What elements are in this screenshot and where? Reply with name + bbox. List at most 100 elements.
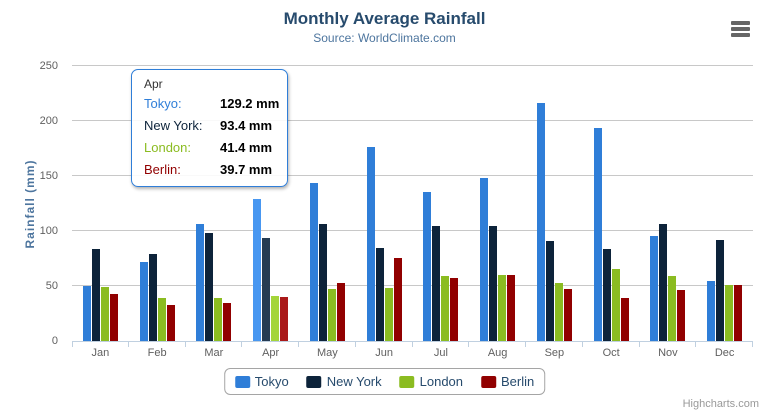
bar-tokyo-sep[interactable] [536, 103, 545, 341]
tooltip: Apr Tokyo: 129.2 mm New York: 93.4 mm London… [131, 69, 288, 187]
column-group-oct [583, 66, 640, 347]
bar-berlin-aug[interactable] [507, 274, 516, 341]
tooltip-series-value-berlin: 39.7 mm [220, 162, 273, 177]
y-axis-labels: 0 50 100 150 200 250 [20, 60, 58, 347]
column-group-sep [526, 66, 583, 347]
bar-berlin-dec[interactable] [734, 284, 743, 341]
bar-berlin-mar[interactable] [223, 303, 232, 341]
tooltip-series-value-new-york: 93.4 mm [220, 118, 273, 133]
bar-berlin-oct[interactable] [620, 298, 629, 341]
x-tick-label-aug: Aug [487, 347, 508, 359]
legend-item-berlin[interactable]: Berlin [481, 374, 534, 389]
bar-tokyo-jun[interactable] [366, 147, 375, 341]
x-tick-label-jul: Jul [433, 347, 448, 359]
bar-tokyo-mar[interactable] [196, 224, 205, 341]
column-group-may [299, 66, 356, 347]
bar-london-dec[interactable] [725, 284, 734, 341]
column-group-apr [242, 66, 299, 347]
y-tick-label: 150 [39, 170, 58, 182]
bar-tokyo-may[interactable] [309, 182, 318, 341]
bar-london-feb[interactable] [157, 298, 166, 341]
gridline [72, 285, 753, 286]
bar-berlin-sep[interactable] [563, 288, 572, 341]
bar-london-aug[interactable] [498, 275, 507, 341]
legend-item-tokyo[interactable]: Tokyo [234, 374, 289, 389]
gridline [72, 230, 753, 231]
legend-swatch-new-york [306, 375, 322, 388]
gridline [72, 65, 753, 66]
plot-area [72, 65, 753, 347]
bar-new-york-may[interactable] [318, 224, 327, 341]
legend-item-new-york[interactable]: New York [306, 374, 382, 389]
x-tick-label-may: May [316, 347, 338, 359]
chart-subtitle: Source: WorldClimate.com [313, 31, 456, 45]
bar-berlin-nov[interactable] [677, 289, 686, 341]
tooltip-series-label-new-york: New York: [144, 118, 203, 133]
bar-london-apr[interactable] [271, 295, 280, 341]
x-tick-label-apr: Apr [262, 347, 280, 359]
tooltip-rows: Tokyo: 129.2 mm New York: 93.4 mm London: 41.… [144, 96, 279, 177]
bar-london-jun[interactable] [384, 287, 393, 341]
legend-swatch-tokyo [234, 375, 250, 388]
column-group-feb [129, 66, 186, 347]
x-tick-label-dec: Dec [714, 347, 735, 359]
legend-label-new-york: New York [326, 374, 382, 389]
tooltip-series-label-tokyo: Tokyo: [144, 96, 182, 111]
legend-item-london[interactable]: London [399, 374, 463, 389]
bar-new-york-jun[interactable] [375, 248, 384, 341]
bar-new-york-nov[interactable] [659, 223, 668, 341]
bar-berlin-apr[interactable] [280, 297, 289, 341]
y-tick-label: 100 [39, 225, 58, 237]
bar-london-may[interactable] [327, 289, 336, 341]
bar-berlin-feb[interactable] [166, 304, 175, 341]
legend-swatch-berlin [481, 375, 497, 388]
y-tick-label: 0 [51, 335, 58, 347]
bar-tokyo-nov[interactable] [650, 235, 659, 341]
column-group-aug [469, 66, 526, 347]
bar-tokyo-dec[interactable] [707, 281, 716, 341]
column-group-jan [72, 66, 129, 347]
bar-new-york-jul[interactable] [432, 225, 441, 341]
bar-london-mar[interactable] [214, 297, 223, 341]
x-tick-label-feb: Feb [147, 347, 167, 359]
credits-link[interactable]: Highcharts.com [682, 398, 759, 410]
bar-london-oct[interactable] [611, 269, 620, 341]
bar-london-sep[interactable] [554, 283, 563, 341]
bar-tokyo-feb[interactable] [139, 262, 148, 341]
bar-london-jul[interactable] [441, 276, 450, 341]
gridline [72, 120, 753, 121]
bar-new-york-sep[interactable] [545, 240, 554, 341]
column-group-jun [356, 66, 413, 347]
bar-new-york-aug[interactable] [489, 226, 498, 341]
hamburger-bar [731, 21, 750, 25]
bar-tokyo-aug[interactable] [480, 177, 489, 341]
bar-london-jan[interactable] [100, 287, 109, 341]
bar-new-york-dec[interactable] [716, 239, 725, 341]
bar-tokyo-apr[interactable] [253, 198, 262, 341]
hamburger-bar [731, 27, 750, 31]
hamburger-menu-icon[interactable] [731, 21, 750, 37]
bar-berlin-may[interactable] [336, 283, 345, 341]
legend-swatch-london [399, 375, 415, 388]
bar-berlin-jan[interactable] [109, 294, 118, 341]
legend: Tokyo New York London Berlin [223, 368, 546, 395]
bar-berlin-jun[interactable] [393, 258, 402, 341]
x-tick-label-oct: Oct [602, 347, 620, 359]
tooltip-series-value-london: 41.4 mm [220, 140, 273, 155]
bar-new-york-jan[interactable] [91, 249, 100, 341]
x-axis-labels: Jan Feb Mar Apr May Jun Jul Aug Sep Oct Nov Dec [72, 347, 753, 359]
bar-tokyo-jul[interactable] [423, 191, 432, 341]
bar-tokyo-oct[interactable] [593, 127, 602, 341]
bar-new-york-oct[interactable] [602, 249, 611, 341]
bar-berlin-jul[interactable] [450, 277, 459, 341]
legend-label-tokyo: Tokyo [254, 374, 289, 389]
bar-tokyo-jan[interactable] [82, 286, 91, 341]
column-group-mar [186, 66, 243, 347]
bar-new-york-feb[interactable] [148, 254, 157, 341]
bar-london-nov[interactable] [668, 275, 677, 341]
tooltip-header: Apr [144, 77, 163, 91]
bar-new-york-mar[interactable] [205, 232, 214, 341]
tooltip-series-label-berlin: Berlin: [144, 162, 181, 177]
bar-new-york-apr[interactable] [262, 238, 271, 341]
